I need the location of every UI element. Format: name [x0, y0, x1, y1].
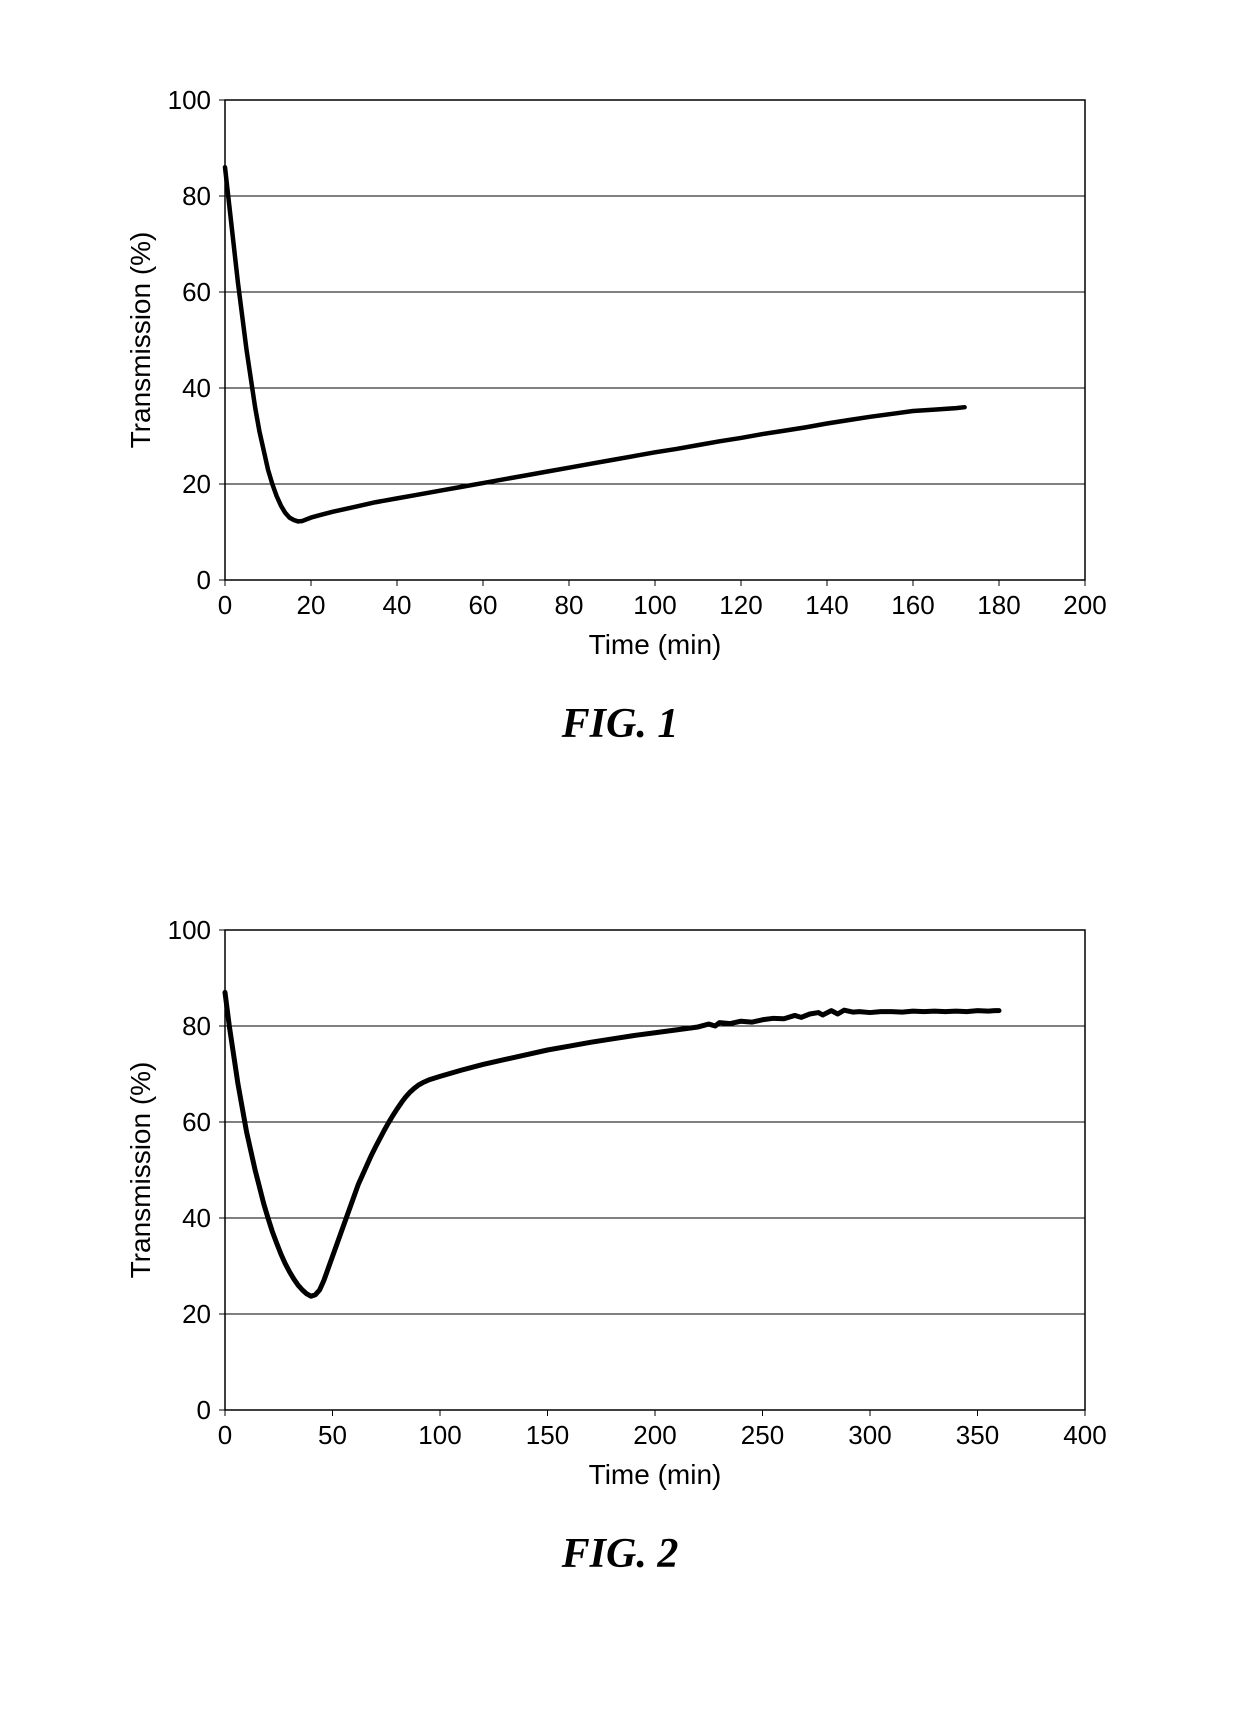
x-tick-label: 0 [218, 1420, 232, 1450]
y-axis-label: Transmission (%) [125, 1062, 156, 1279]
x-tick-label: 100 [418, 1420, 461, 1450]
x-tick-label: 200 [1063, 590, 1106, 620]
x-tick-label: 150 [526, 1420, 569, 1450]
x-tick-label: 300 [848, 1420, 891, 1450]
x-axis-label: Time (min) [589, 1459, 722, 1490]
page: 020406080100120140160180200020406080100T… [0, 0, 1240, 1726]
figure-2-caption: FIG. 2 [0, 1530, 1240, 1578]
y-tick-label: 20 [182, 1299, 211, 1329]
y-tick-label: 80 [182, 181, 211, 211]
y-tick-label: 100 [168, 85, 211, 115]
x-tick-label: 350 [956, 1420, 999, 1450]
x-tick-label: 180 [977, 590, 1020, 620]
x-tick-label: 60 [469, 590, 498, 620]
y-tick-label: 40 [182, 1203, 211, 1233]
x-tick-label: 140 [805, 590, 848, 620]
y-axis-label: Transmission (%) [125, 232, 156, 449]
y-tick-label: 0 [197, 565, 211, 595]
x-tick-label: 100 [633, 590, 676, 620]
x-tick-label: 20 [297, 590, 326, 620]
x-tick-label: 400 [1063, 1420, 1106, 1450]
x-axis-label: Time (min) [589, 629, 722, 660]
x-tick-label: 80 [555, 590, 584, 620]
x-tick-label: 200 [633, 1420, 676, 1450]
x-tick-label: 50 [318, 1420, 347, 1450]
y-tick-label: 20 [182, 469, 211, 499]
y-tick-label: 80 [182, 1011, 211, 1041]
figure-2-block: 0 50 100 150 200 250 300 350 400 0 20 40 60 80 100 Time… [0, 900, 1240, 1578]
figure-1-block: 0 20 40 60 80 100 120 140 160 180 200 0 20 40 60 80 100 T… [0, 70, 1240, 748]
y-tick-label: 0 [197, 1395, 211, 1425]
figure-1-caption: FIG. 1 [0, 700, 1240, 748]
x-tick-label: 250 [741, 1420, 784, 1450]
x-tick-label: 120 [719, 590, 762, 620]
x-tick-label: 160 [891, 590, 934, 620]
x-tick-label: 40 [383, 590, 412, 620]
y-tick-label: 60 [182, 1107, 211, 1137]
x-tick-label: 0 [218, 590, 232, 620]
chart-fig2: 0 50 100 150 200 250 300 350 400 0 20 40 60 80 100 Time… [95, 900, 1145, 1520]
y-tick-label: 40 [182, 373, 211, 403]
chart-fig1: 0 20 40 60 80 100 120 140 160 180 200 0 20 40 60 80 100 T… [95, 70, 1145, 690]
y-tick-label: 100 [168, 915, 211, 945]
y-tick-label: 60 [182, 277, 211, 307]
